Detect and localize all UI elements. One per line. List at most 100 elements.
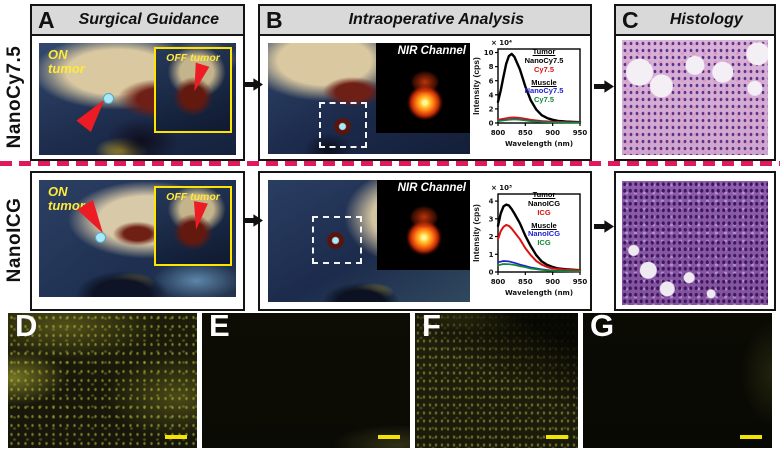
probe-tip-dot [103, 93, 114, 104]
panel-c-nanocy: C Histology [614, 4, 776, 161]
legend-entry: ICG [537, 207, 551, 217]
tumor-specimen-dot [327, 232, 344, 249]
legend-entry: Muscle [531, 77, 557, 87]
svg-text:8: 8 [489, 63, 494, 71]
chart-legend: Tumor NanoICG ICG Muscle NanoICG ICG [512, 190, 576, 248]
row-divider-dashed-line [0, 161, 780, 166]
svg-text:1: 1 [489, 251, 494, 259]
panel-a-nanoicg: ON tumor OFF tumor [30, 171, 245, 311]
row-label-nanocy75: NanoCy7.5 [4, 45, 25, 149]
svg-text:900: 900 [545, 129, 560, 137]
svg-text:950: 950 [573, 278, 588, 286]
panel-letter-b: B [266, 7, 283, 33]
svg-text:4: 4 [489, 198, 494, 206]
scale-bar [378, 435, 400, 439]
roi-dashed-box [312, 216, 362, 264]
legend-entry: NanoICG [527, 229, 561, 239]
tumor-pointer-arrow-icon [188, 201, 210, 232]
svg-text:950: 950 [573, 129, 588, 137]
legend-entry: Cy7.5 [533, 64, 554, 74]
off-tumor-inset: OFF tumor [154, 47, 232, 133]
intraop-photo-nanoicg: NIR Channel [268, 180, 470, 302]
svg-text:800: 800 [491, 129, 506, 137]
spectrum-chart-nanoicg: 800 850 900 950 0 1 2 3 4 × 10³ Wavelength (nm) [489, 184, 588, 297]
nir-signal-blob [401, 202, 447, 256]
svg-text:850: 850 [518, 129, 533, 137]
panel-title-intraoperative-analysis: Intraoperative Analysis [348, 11, 525, 28]
panel-a-nanocy: A Surgical Guidance ON tumor OFF tumor [30, 4, 245, 161]
on-tumor-label: ON tumor [48, 47, 85, 77]
svg-text:0: 0 [489, 120, 494, 128]
nir-channel-inset: NIR Channel [377, 180, 470, 270]
legend-entry: Tumor [532, 190, 556, 199]
legend-entry: Tumor [532, 47, 556, 56]
roi-dashed-box [319, 102, 367, 148]
svg-text:900: 900 [545, 278, 560, 286]
svg-text:2: 2 [489, 106, 494, 114]
off-tumor-label: OFF tumor [166, 52, 220, 64]
nir-channel-inset: NIR Channel [376, 43, 470, 133]
panel-b-nanocy: B Intraoperative Analysis NIR Channel 80… [258, 4, 592, 161]
svg-text:× 10⁴: × 10⁴ [491, 39, 512, 47]
fluorescence-panel-d: D [8, 313, 197, 448]
svg-text:850: 850 [518, 278, 533, 286]
scale-bar [165, 435, 187, 439]
panel-title-surgical-guidance: Surgical Guidance [78, 11, 220, 28]
panel-b-header: B Intraoperative Analysis [260, 6, 590, 36]
panel-c-nanoicg [614, 171, 776, 311]
panel-letter-d: D [15, 313, 38, 343]
row-label-nanoicg: NanoICG [4, 197, 25, 283]
on-tumor-label: ON tumor [48, 184, 85, 214]
panel-title-histology: Histology [669, 11, 743, 28]
histology-image-nanoicg [622, 181, 768, 305]
histology-image-nanocy [622, 40, 768, 155]
panel-letter-g: G [590, 313, 615, 343]
panel-letter-f: F [422, 313, 441, 343]
svg-text:0: 0 [489, 269, 494, 277]
spectrum-chart-nanocy: 800 850 900 950 0 2 4 6 8 10 × 10⁴ Wavelength (nm) [484, 39, 588, 148]
svg-text:6: 6 [489, 77, 494, 85]
panel-letter-e: E [209, 313, 230, 343]
fluorescence-panel-e: E [202, 313, 410, 448]
probe-tip-dot [95, 232, 106, 243]
legend-entry: Cy7.5 [533, 95, 554, 105]
chart-y-axis-label: Intensity (cps) [471, 57, 481, 115]
nir-channel-label: NIR Channel [397, 45, 466, 57]
panel-c-header: C Histology [616, 6, 774, 36]
legend-entry: Muscle [531, 220, 557, 230]
off-tumor-inset: OFF tumor [154, 186, 232, 266]
surgical-photo-nanocy: ON tumor OFF tumor [39, 43, 236, 155]
svg-text:800: 800 [491, 278, 506, 286]
scale-bar [546, 435, 568, 439]
surgical-photo-nanoicg: ON tumor OFF tumor [39, 180, 236, 297]
legend-entry: NanoCy7.5 [524, 55, 564, 65]
svg-text:3: 3 [489, 215, 494, 223]
chart-y-axis-label: Intensity (cps) [471, 204, 481, 262]
nir-channel-label: NIR Channel [397, 182, 466, 194]
flow-arrow-icon [594, 220, 614, 233]
svg-text:10: 10 [484, 49, 494, 57]
tumor-specimen-dot [334, 118, 351, 135]
intraop-photo-nanocy: NIR Channel [268, 43, 470, 154]
tumor-pointer-arrow-icon [186, 62, 210, 94]
panel-letter-a: A [38, 7, 55, 33]
fluorescence-panel-f: F [415, 313, 578, 448]
legend-entry: NanoICG [527, 198, 561, 208]
chart-legend: Tumor NanoCy7.5 Cy7.5 Muscle NanoCy7.5 Cy7.5 [512, 47, 576, 105]
panel-b-nanoicg: NIR Channel 800 850 900 950 0 1 2 3 4 × 10³ Wavele… [258, 171, 592, 311]
nir-signal-blob [402, 67, 448, 121]
svg-text:4: 4 [489, 91, 494, 99]
panel-letter-c: C [622, 7, 639, 33]
svg-text:Wavelength (nm): Wavelength (nm) [505, 289, 573, 297]
fluorescence-panel-g: G [583, 313, 772, 448]
svg-text:× 10³: × 10³ [491, 184, 512, 192]
flow-arrow-icon [594, 80, 614, 93]
off-tumor-label: OFF tumor [166, 191, 220, 203]
legend-entry: ICG [537, 238, 551, 248]
svg-text:2: 2 [489, 233, 494, 241]
scale-bar [740, 435, 762, 439]
svg-text:Wavelength (nm): Wavelength (nm) [505, 140, 573, 148]
panel-a-header: A Surgical Guidance [32, 6, 243, 36]
legend-entry: NanoCy7.5 [524, 86, 564, 96]
